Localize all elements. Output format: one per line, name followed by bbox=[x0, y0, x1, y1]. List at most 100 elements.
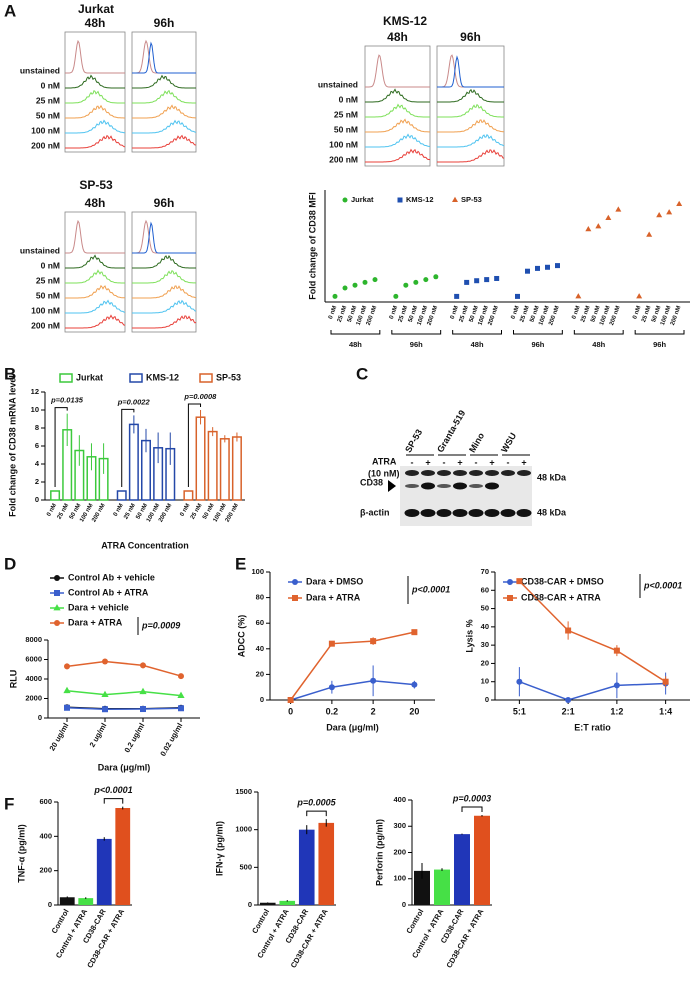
data-point bbox=[484, 277, 490, 283]
data-point bbox=[370, 677, 377, 684]
y-tick-label: 30 bbox=[481, 640, 489, 649]
legend-swatch bbox=[199, 373, 213, 383]
row-label: 50 nM bbox=[334, 124, 358, 134]
x-tick-label: 25 nM bbox=[337, 305, 348, 323]
y-tick-label: 300 bbox=[393, 821, 406, 830]
x-tick-label: 0 nM bbox=[571, 305, 581, 320]
group-label: 96h bbox=[410, 340, 423, 349]
panel-label: D bbox=[4, 554, 16, 573]
annotation: p<0.0001 bbox=[643, 580, 682, 590]
legend-label: Dara + DMSO bbox=[306, 576, 363, 586]
histogram-curve bbox=[132, 39, 196, 74]
histogram-curve bbox=[365, 133, 431, 148]
histogram-curve bbox=[132, 41, 196, 74]
series-line bbox=[66, 707, 182, 710]
lane-label: Granta-519 bbox=[435, 408, 467, 454]
histogram-curve bbox=[65, 219, 125, 254]
x-axis-label: Dara (μg/ml) bbox=[326, 722, 379, 732]
bar bbox=[259, 902, 276, 905]
data-point bbox=[101, 690, 109, 697]
treatment-sign: - bbox=[443, 457, 446, 467]
legend-label: Dara + vehicle bbox=[68, 602, 129, 612]
row-label: 200 nM bbox=[31, 140, 60, 150]
histogram-curve bbox=[65, 89, 125, 104]
group-bracket bbox=[573, 330, 624, 335]
data-point bbox=[332, 293, 338, 299]
timepoint-label: 48h bbox=[387, 30, 408, 44]
histogram-curve bbox=[437, 119, 505, 133]
histogram-curve bbox=[65, 254, 125, 269]
data-point bbox=[102, 658, 108, 665]
bar bbox=[183, 490, 194, 501]
data-point bbox=[102, 706, 108, 713]
significance-bracket bbox=[306, 810, 327, 817]
x-tick-label: 50 nM bbox=[529, 305, 540, 323]
y-tick-label: 500 bbox=[239, 862, 252, 871]
legend-label: SP-53 bbox=[461, 195, 482, 204]
histogram-curve bbox=[65, 284, 126, 299]
histogram-curve bbox=[65, 119, 126, 134]
band bbox=[404, 509, 420, 517]
legend-label: Jurkat bbox=[351, 195, 374, 204]
band bbox=[452, 509, 468, 517]
data-point bbox=[545, 264, 550, 270]
data-point bbox=[342, 285, 348, 291]
bar bbox=[298, 829, 315, 905]
lane-label: WSU bbox=[499, 431, 518, 454]
bar bbox=[231, 436, 242, 501]
x-tick-label: 1:4 bbox=[659, 706, 672, 716]
bar bbox=[115, 808, 131, 905]
histogram-curve bbox=[132, 269, 197, 284]
x-tick-label: 25 nM bbox=[580, 305, 591, 323]
band bbox=[421, 482, 435, 490]
legend-label: SP-53 bbox=[216, 372, 241, 382]
x-tick-label: 5:1 bbox=[513, 706, 526, 716]
histogram-curve bbox=[132, 315, 197, 329]
bar bbox=[454, 834, 470, 905]
bar bbox=[96, 838, 112, 905]
y-axis-label: Fold change of CD38 MFI bbox=[307, 192, 317, 300]
legend-marker bbox=[397, 197, 403, 203]
y-tick-label: 100 bbox=[393, 874, 406, 883]
band bbox=[436, 509, 452, 517]
group-label: 48h bbox=[592, 340, 605, 349]
x-tick-label: 0 nM bbox=[328, 305, 338, 320]
data-point bbox=[613, 682, 620, 689]
y-tick-label: 60 bbox=[256, 618, 264, 627]
band-label: CD38 bbox=[360, 477, 383, 487]
data-point bbox=[352, 282, 358, 288]
band-arrow bbox=[388, 480, 396, 492]
histogram-frame bbox=[436, 45, 505, 167]
x-tick-label: 50 nM bbox=[408, 305, 419, 323]
y-tick-label: 80 bbox=[256, 593, 264, 602]
bar bbox=[318, 822, 335, 905]
bar bbox=[50, 490, 61, 501]
data-point bbox=[411, 681, 418, 688]
data-point bbox=[605, 214, 612, 220]
y-tick-label: 70 bbox=[481, 567, 489, 576]
treatment-sign: + bbox=[425, 457, 430, 467]
histogram-curve bbox=[65, 39, 125, 74]
x-tick-label: 0 nM bbox=[179, 503, 191, 518]
row-label: 50 nM bbox=[36, 110, 60, 120]
group-label: 96h bbox=[653, 340, 666, 349]
x-axis-label: E:T ratio bbox=[574, 722, 611, 732]
group-bracket bbox=[330, 330, 381, 335]
timepoint-label: 96h bbox=[154, 16, 175, 30]
group-label: 48h bbox=[471, 340, 484, 349]
histogram-curve bbox=[132, 74, 196, 89]
data-point bbox=[516, 578, 523, 585]
legend-label: Dara + ATRA bbox=[68, 617, 123, 627]
histogram-frame bbox=[64, 211, 126, 333]
annotation: p=0.0005 bbox=[296, 797, 336, 807]
row-label: unstained bbox=[20, 245, 60, 255]
y-tick-label: 400 bbox=[393, 795, 406, 804]
x-tick-label: 0.2 bbox=[326, 706, 339, 716]
y-tick-label: 6000 bbox=[25, 654, 42, 663]
data-point bbox=[64, 663, 70, 670]
x-tick-label: 2 ug/ml bbox=[88, 721, 109, 748]
histogram-curve bbox=[132, 119, 197, 134]
x-tick-label: 0.2 ug/ml bbox=[122, 721, 146, 754]
data-point bbox=[178, 673, 184, 680]
